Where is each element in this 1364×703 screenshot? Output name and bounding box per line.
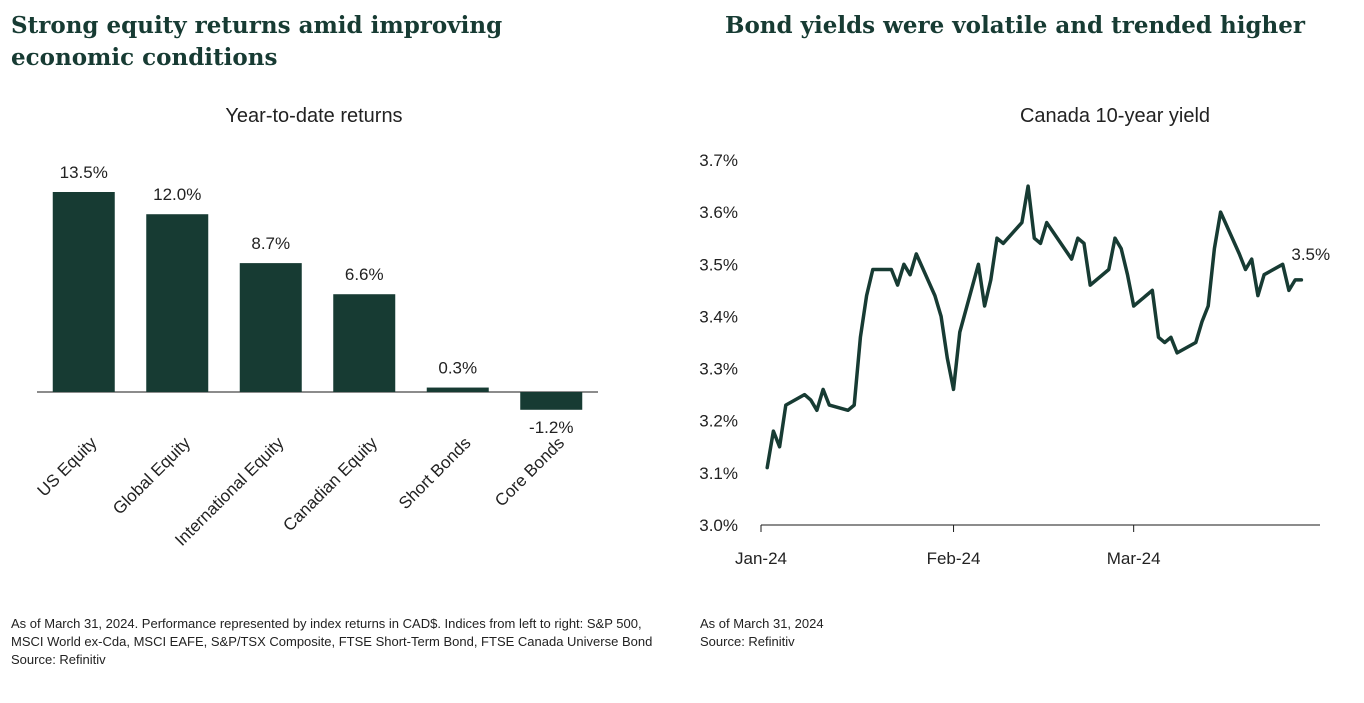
left-source: Source: Refinitiv <box>11 652 106 667</box>
y-tick-label: 3.7% <box>699 151 738 170</box>
right-footnote: As of March 31, 2024 Source: Refinitiv <box>700 615 1200 651</box>
left-panel: Strong equity returns amid improving eco… <box>0 0 680 703</box>
x-tick-label: Jan-24 <box>735 549 787 568</box>
y-tick-label: 3.2% <box>699 412 738 431</box>
right-note-text: As of March 31, 2024 <box>700 616 824 631</box>
category-label: US Equity <box>34 433 101 500</box>
left-headline: Strong equity returns amid improving eco… <box>11 12 503 71</box>
y-tick-label: 3.3% <box>699 360 738 379</box>
bar <box>239 263 302 392</box>
bar <box>333 294 396 392</box>
left-note-text: As of March 31, 2024. Performance repres… <box>11 616 653 649</box>
right-headline: Bond yields were volatile and trended hi… <box>725 12 1306 39</box>
y-tick-label: 3.5% <box>699 255 738 274</box>
bar <box>146 214 209 392</box>
right-source: Source: Refinitiv <box>700 634 795 649</box>
bar-data-label: 6.6% <box>345 265 384 284</box>
y-tick-label: 3.4% <box>699 307 738 326</box>
bar-data-label: -1.2% <box>529 418 573 437</box>
right-panel: Bond yields were volatile and trended hi… <box>680 0 1364 703</box>
bar-chart-title: Year-to-date returns <box>225 105 403 127</box>
category-label: Canadian Equity <box>279 433 381 535</box>
x-tick-label: Feb-24 <box>927 549 981 568</box>
bar-data-label: 12.0% <box>153 185 201 204</box>
x-tick-label: Mar-24 <box>1107 549 1161 568</box>
bar-data-label: 0.3% <box>438 359 477 378</box>
bar-data-label: 8.7% <box>251 234 290 253</box>
line-chart-title: Canada 10-year yield <box>1019 105 1211 127</box>
bar <box>520 392 583 410</box>
category-label: Short Bonds <box>395 433 475 513</box>
bar <box>426 387 489 392</box>
end-value-label: 3.5% <box>1291 245 1330 264</box>
y-tick-label: 3.0% <box>699 516 738 535</box>
y-tick-label: 3.1% <box>699 464 738 483</box>
bar <box>52 192 115 392</box>
category-label: Global Equity <box>109 433 194 518</box>
bar-data-label: 13.5% <box>60 163 108 182</box>
line-chart: 3.0% 3.1% 3.2% 3.3% 3.4% 3.5% 3.6% 3.7% Jan-24 Fe… <box>699 151 1330 568</box>
left-footnote: As of March 31, 2024. Performance repres… <box>11 615 671 669</box>
yield-series-line <box>765 184 1304 470</box>
category-label: Core Bonds <box>491 433 568 510</box>
y-tick-label: 3.6% <box>699 203 738 222</box>
